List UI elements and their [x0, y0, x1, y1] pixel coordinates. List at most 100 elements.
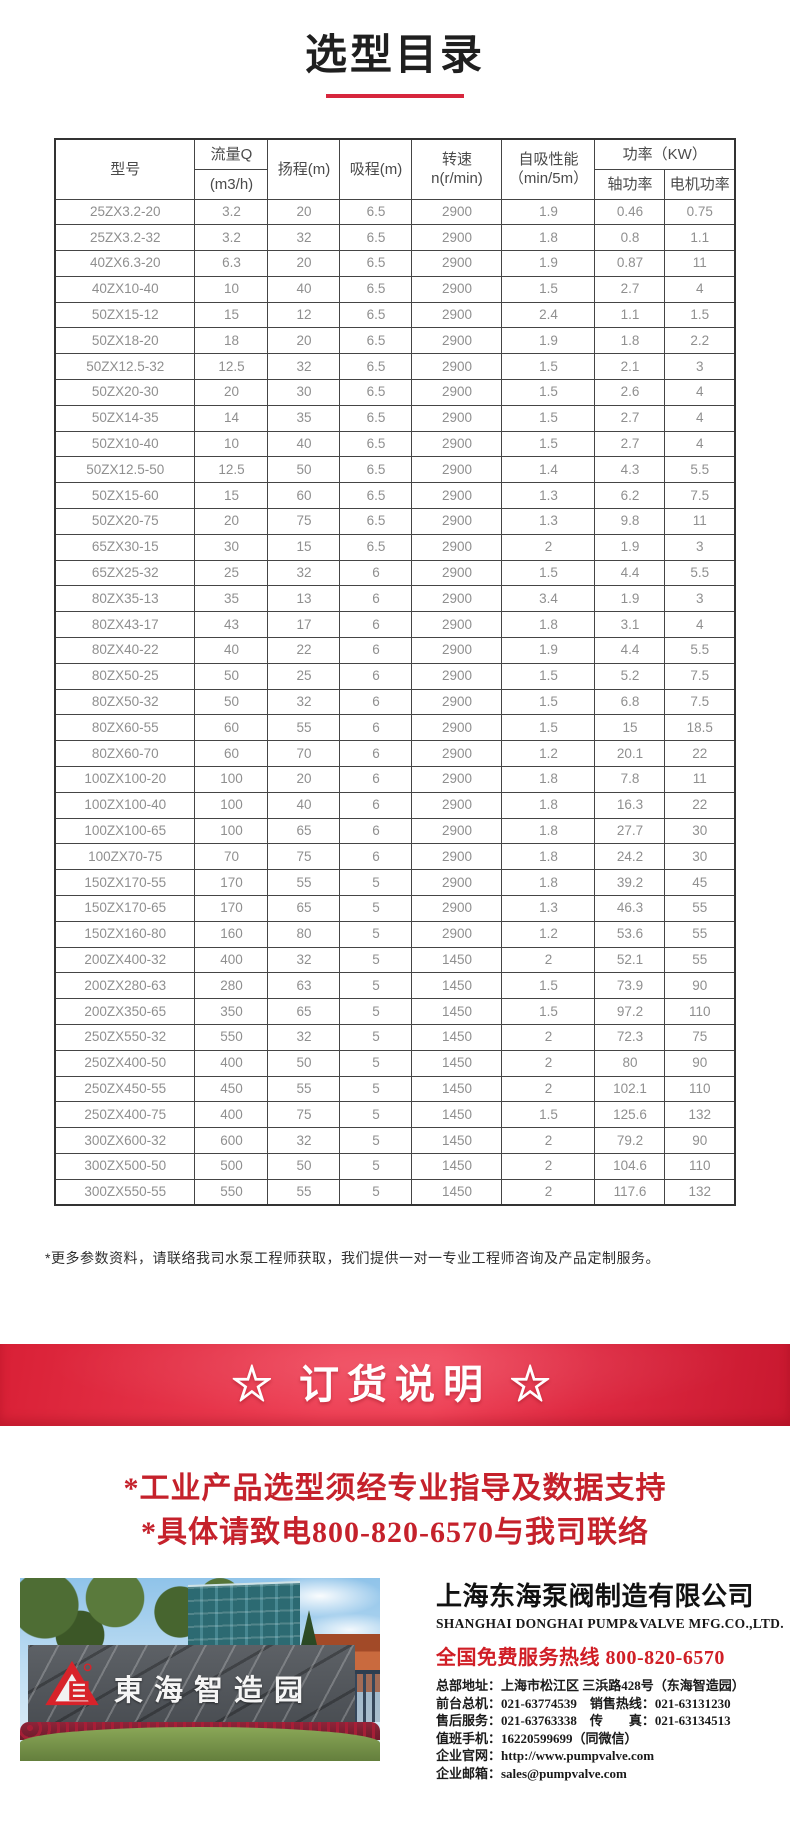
cell-value: 1450 [411, 1127, 503, 1154]
cell-value: 75 [267, 1101, 341, 1129]
cell-value: 65 [267, 895, 341, 922]
cell-value: 1.5 [501, 972, 596, 1000]
cell-value: 5.5 [664, 637, 736, 664]
sign-text: 東海智造园 [114, 1675, 315, 1708]
cell-value: 4 [664, 379, 736, 406]
table-row: 80ZX60-70 60 70 6 2900 1.2 20.1 22 [54, 740, 736, 768]
cell-model: 25ZX3.2-32 [54, 224, 196, 252]
lawn [20, 1727, 380, 1762]
cell-value: 1.8 [501, 791, 596, 819]
cell-model: 80ZX43-17 [54, 611, 196, 639]
cell-value: 6.2 [594, 482, 666, 510]
cell-value: 2900 [411, 843, 503, 871]
cell-value: 102.1 [594, 1075, 666, 1103]
campus-photo: 東海智造园 [20, 1578, 380, 1762]
table-row: 80ZX40-22 40 22 6 2900 1.9 4.4 5.5 [54, 637, 736, 664]
cell-value: 1450 [411, 1178, 503, 1206]
cell-value: 1450 [411, 1049, 503, 1077]
cell-value: 2 [501, 1049, 596, 1077]
cell-value: 1.1 [594, 301, 666, 329]
cell-value: 3 [664, 585, 736, 613]
table-row: 50ZX15-12 15 12 6.5 2900 2.4 1.1 1.5 [54, 301, 736, 329]
cell-model: 150ZX160-80 [54, 920, 196, 948]
contact-email-link[interactable]: 企业邮箱：sales@pumpvalve.com [436, 1765, 627, 1781]
cell-value: 55 [664, 946, 736, 974]
cell-value: 9.8 [594, 508, 666, 535]
cell-value: 12.5 [194, 456, 269, 484]
company-footer: 東海智造园 上海东海泵阀制造有限公司 SHANGHAI DONGHAI PUMP… [0, 1578, 790, 1782]
cell-model: 80ZX50-25 [54, 662, 196, 690]
contact-website-link[interactable]: 企业官网：http://www.pumpvalve.com [436, 1748, 655, 1764]
cell-model: 80ZX60-55 [54, 714, 196, 742]
table-row: 80ZX35-13 35 13 6 2900 3.4 1.9 3 [54, 585, 736, 613]
cell-value: 1.8 [501, 843, 596, 871]
cell-value: 2900 [411, 198, 503, 226]
cell-value: 125.6 [594, 1101, 666, 1129]
col-header-model: 型号 [54, 138, 196, 200]
cell-value: 3 [664, 353, 736, 381]
cell-model: 80ZX60-70 [54, 740, 196, 768]
cell-value: 32 [267, 559, 341, 587]
cell-model: 40ZX10-40 [54, 275, 196, 303]
cell-model: 50ZX20-30 [54, 379, 196, 406]
cell-value: 32 [267, 1024, 341, 1051]
cell-value: 550 [194, 1024, 269, 1051]
cell-value: 1.9 [501, 250, 596, 277]
table-row: 40ZX10-40 10 40 6.5 2900 1.5 2.7 4 [54, 275, 736, 303]
cell-value: 1450 [411, 1075, 503, 1103]
col-header-flow: 流量Q [194, 138, 269, 170]
table-row: 40ZX6.3-20 6.3 20 6.5 2900 1.9 0.87 11 [54, 250, 736, 277]
cell-value: 2900 [411, 895, 503, 922]
cell-value: 18 [194, 327, 269, 355]
table-row: 80ZX50-25 50 25 6 2900 1.5 5.2 7.5 [54, 662, 736, 690]
cell-model: 80ZX50-32 [54, 688, 196, 716]
col-header-self-priming: 自吸性能 （min/5m） [501, 138, 596, 200]
cell-value: 2 [501, 1152, 596, 1180]
cell-value: 40 [267, 430, 341, 458]
cell-value: 22 [267, 637, 341, 664]
col-header-shaft-power: 轴功率 [594, 168, 666, 200]
cell-value: 1.5 [501, 998, 596, 1025]
cell-value: 65 [267, 817, 341, 845]
cell-value: 6.5 [339, 430, 413, 458]
table-row: 50ZX14-35 14 35 6.5 2900 1.5 2.7 4 [54, 404, 736, 432]
col-header-speed: 转速 n(r/min) [411, 138, 503, 200]
cell-value: 4 [664, 404, 736, 432]
cell-value: 2900 [411, 791, 503, 819]
cell-value: 2900 [411, 482, 503, 510]
cell-value: 1.2 [501, 920, 596, 948]
table-row: 100ZX100-20 100 20 6 2900 1.8 7.8 11 [54, 766, 736, 793]
cell-value: 27.7 [594, 817, 666, 845]
cell-value: 2.7 [594, 275, 666, 303]
cell-value: 2900 [411, 379, 503, 406]
cell-value: 5 [339, 1127, 413, 1154]
cell-value: 24.2 [594, 843, 666, 871]
cell-value: 6.8 [594, 688, 666, 716]
cell-value: 2.2 [664, 327, 736, 355]
cell-value: 2.6 [594, 379, 666, 406]
cell-value: 5 [339, 1024, 413, 1051]
cell-value: 1.8 [501, 766, 596, 793]
cell-value: 1.3 [501, 482, 596, 510]
cell-model: 50ZX14-35 [54, 404, 196, 432]
cell-value: 400 [194, 1049, 269, 1077]
cell-value: 75 [664, 1024, 736, 1051]
cell-value: 1450 [411, 998, 503, 1025]
cell-value: 5 [339, 920, 413, 948]
table-row: 150ZX170-65 170 65 5 2900 1.3 46.3 55 [54, 895, 736, 922]
cell-value: 6.5 [339, 482, 413, 510]
table-row: 50ZX12.5-32 12.5 32 6.5 2900 1.5 2.1 3 [54, 353, 736, 381]
cell-model: 300ZX500-50 [54, 1152, 196, 1180]
cell-value: 46.3 [594, 895, 666, 922]
cell-value: 6.5 [339, 533, 413, 561]
cell-value: 5.5 [664, 559, 736, 587]
slogan-line-1: *工业产品选型须经专业指导及数据支持 [123, 1472, 667, 1506]
cell-value: 2900 [411, 224, 503, 252]
cell-value: 6.5 [339, 224, 413, 252]
cell-value: 70 [194, 843, 269, 871]
cell-value: 6.5 [339, 301, 413, 329]
cell-value: 1.9 [594, 533, 666, 561]
cell-value: 1.3 [501, 508, 596, 535]
cell-value: 5.5 [664, 456, 736, 484]
cell-value: 11 [664, 766, 736, 793]
